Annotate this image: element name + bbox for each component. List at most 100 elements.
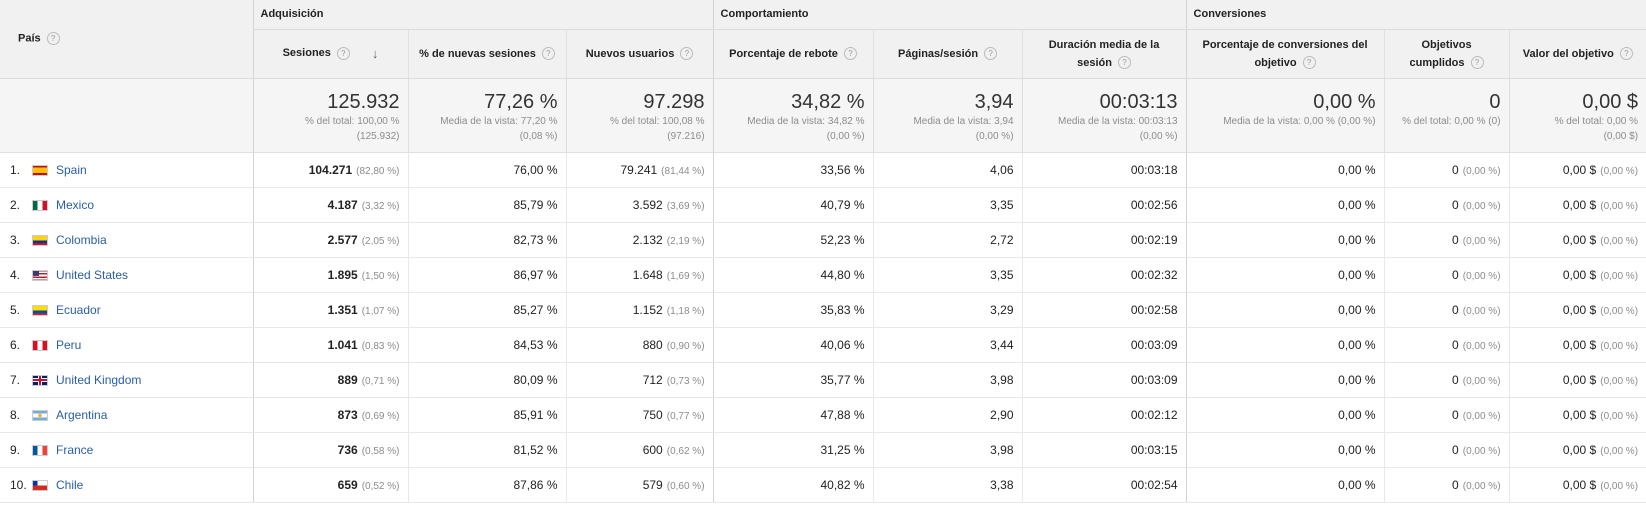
table-row: 5. Ecuador 1.351 (1,07 %) 85,27 % 1.152 (1,18 …	[0, 292, 1646, 328]
country-link[interactable]: United Kingdom	[56, 372, 142, 387]
new-users-percent: (0,90 %)	[666, 340, 705, 352]
goal-conversion-rate: 0,00 %	[1338, 232, 1376, 247]
total-cell: 77,26 % Media de la vista: 77,20 % (0,08 %…	[407, 78, 566, 153]
help-icon[interactable]: ?	[984, 47, 998, 61]
goal-completions: 0	[1452, 162, 1459, 177]
country-cell: 8. Argentina	[0, 397, 253, 433]
help-icon[interactable]: ?	[843, 47, 857, 61]
goal-value: 0,00 $	[1562, 197, 1597, 212]
help-icon[interactable]: ?	[1302, 56, 1316, 70]
goal-value: 0,00 $	[1562, 372, 1597, 387]
column-header-sesiones[interactable]: Sesiones? ↓	[252, 29, 408, 79]
country-link[interactable]: France	[56, 442, 94, 457]
new-sessions-percent: 82,73 %	[513, 232, 558, 247]
sessions-value: 736	[337, 442, 358, 457]
ecuador-flag-icon	[32, 304, 48, 316]
new-sessions-percent: 87,86 %	[513, 477, 558, 492]
table-row: 9. France 736 (0,58 %) 81,52 % 600 (0,62 %) 31,…	[0, 432, 1646, 468]
bounce-rate: 44,80 %	[820, 267, 865, 282]
pages-per-session: 2,72	[990, 232, 1014, 247]
column-header-objetivos-cumplidos[interactable]: Objetivos cumplidos?	[1383, 29, 1510, 79]
column-header-duracion-media-de-la-sesion[interactable]: Duración media de la sesión?	[1021, 29, 1187, 79]
column-header-valor-del-objetivo[interactable]: Valor del objetivo?	[1508, 29, 1646, 79]
goal-completions-percent: (0,00 %)	[1462, 480, 1501, 492]
sessions-value: 104.271	[308, 162, 353, 177]
country-link[interactable]: Mexico	[56, 197, 95, 212]
group-adquisicion: Adquisición	[252, 0, 714, 30]
bounce-rate: 47,88 %	[820, 407, 865, 422]
row-index: 9.	[10, 442, 21, 457]
row-index: 2.	[10, 197, 21, 212]
goal-completions: 0	[1452, 337, 1459, 352]
row-index: 4.	[10, 267, 21, 282]
table-row: 10. Chile 659 (0,52 %) 87,86 % 579 (0,60 %) 40,…	[0, 467, 1646, 503]
column-header-nuevos-usuarios[interactable]: Nuevos usuarios?	[565, 29, 714, 79]
pages-per-session: 3,35	[990, 197, 1014, 212]
bounce-rate: 35,77 %	[820, 372, 865, 387]
help-icon[interactable]: ?	[336, 47, 350, 61]
new-users-value: 579	[642, 477, 663, 492]
total-cell: 125.932 % del total: 100,00 % (125.932)	[252, 78, 408, 153]
country-cell: 2. Mexico	[0, 187, 253, 223]
column-header-porcentaje-de-rebote[interactable]: Porcentaje de rebote?	[712, 29, 874, 79]
total-subtext: (0,00 %)	[975, 130, 1014, 142]
total-value: 0,00 $	[1582, 90, 1639, 113]
new-users-value: 1.152	[632, 302, 663, 317]
france-flag-icon	[32, 444, 48, 456]
country-cell: 1. Spain	[0, 152, 253, 188]
country-column-header[interactable]: País?	[0, 0, 253, 79]
goal-conversion-rate: 0,00 %	[1338, 407, 1376, 422]
total-subtext: (0,00 %)	[1139, 130, 1178, 142]
help-icon[interactable]: ?	[541, 47, 555, 61]
column-header-paginas-sesion[interactable]: Páginas/sesión?	[872, 29, 1023, 79]
sessions-percent: (1,07 %)	[361, 305, 400, 317]
help-icon[interactable]: ?	[46, 32, 60, 46]
goal-value: 0,00 $	[1562, 267, 1597, 282]
total-value: 97.298	[643, 90, 705, 113]
goal-value-percent: (0,00 %)	[1600, 445, 1639, 457]
new-users-percent: (1,18 %)	[666, 305, 705, 317]
united-kingdom-flag-icon	[32, 374, 48, 386]
row-index: 5.	[10, 302, 21, 317]
sessions-percent: (0,52 %)	[361, 480, 400, 492]
argentina-flag-icon	[32, 409, 48, 421]
total-subtext: Media de la vista: 3,94	[913, 115, 1014, 127]
goal-completions-percent: (0,00 %)	[1462, 165, 1501, 177]
avg-session-duration: 00:02:19	[1130, 232, 1178, 247]
new-users-percent: (0,73 %)	[666, 375, 705, 387]
sort-arrow-down-icon[interactable]: ↓	[371, 45, 379, 61]
help-icon[interactable]: ?	[1619, 47, 1633, 61]
goal-completions: 0	[1452, 372, 1459, 387]
total-subtext: (97.216)	[667, 130, 705, 142]
new-sessions-percent: 86,97 %	[513, 267, 558, 282]
pages-per-session: 3,38	[990, 477, 1014, 492]
goal-completions: 0	[1452, 442, 1459, 457]
goal-value: 0,00 $	[1562, 477, 1597, 492]
avg-session-duration: 00:03:09	[1130, 372, 1178, 387]
country-link[interactable]: Argentina	[56, 407, 108, 422]
help-icon[interactable]: ?	[1117, 56, 1131, 70]
country-link[interactable]: Peru	[56, 337, 82, 352]
column-header-porcentaje-de-conversiones-del-objetivo[interactable]: Porcentaje de conversiones del objetivo?	[1185, 29, 1385, 79]
country-cell: 7. United Kingdom	[0, 362, 253, 398]
goal-value-percent: (0,00 %)	[1600, 410, 1639, 422]
goal-completions-percent: (0,00 %)	[1462, 445, 1501, 457]
country-link[interactable]: Chile	[56, 477, 84, 492]
column-header-de-nuevas-sesiones[interactable]: % de nuevas sesiones?	[407, 29, 566, 79]
avg-session-duration: 00:03:15	[1130, 442, 1178, 457]
new-users-value: 712	[642, 372, 663, 387]
avg-session-duration: 00:02:32	[1130, 267, 1178, 282]
country-link[interactable]: Spain	[56, 162, 87, 177]
country-link[interactable]: Colombia	[56, 232, 107, 247]
goal-conversion-rate: 0,00 %	[1338, 337, 1376, 352]
sessions-percent: (0,83 %)	[361, 340, 400, 352]
help-icon[interactable]: ?	[1470, 56, 1484, 70]
help-icon[interactable]: ?	[680, 47, 694, 61]
row-index: 10.	[10, 477, 27, 492]
goal-completions-percent: (0,00 %)	[1462, 200, 1501, 212]
country-link[interactable]: United States	[56, 267, 129, 282]
country-cell: 6. Peru	[0, 327, 253, 363]
country-link[interactable]: Ecuador	[56, 302, 101, 317]
new-sessions-percent: 85,79 %	[513, 197, 558, 212]
